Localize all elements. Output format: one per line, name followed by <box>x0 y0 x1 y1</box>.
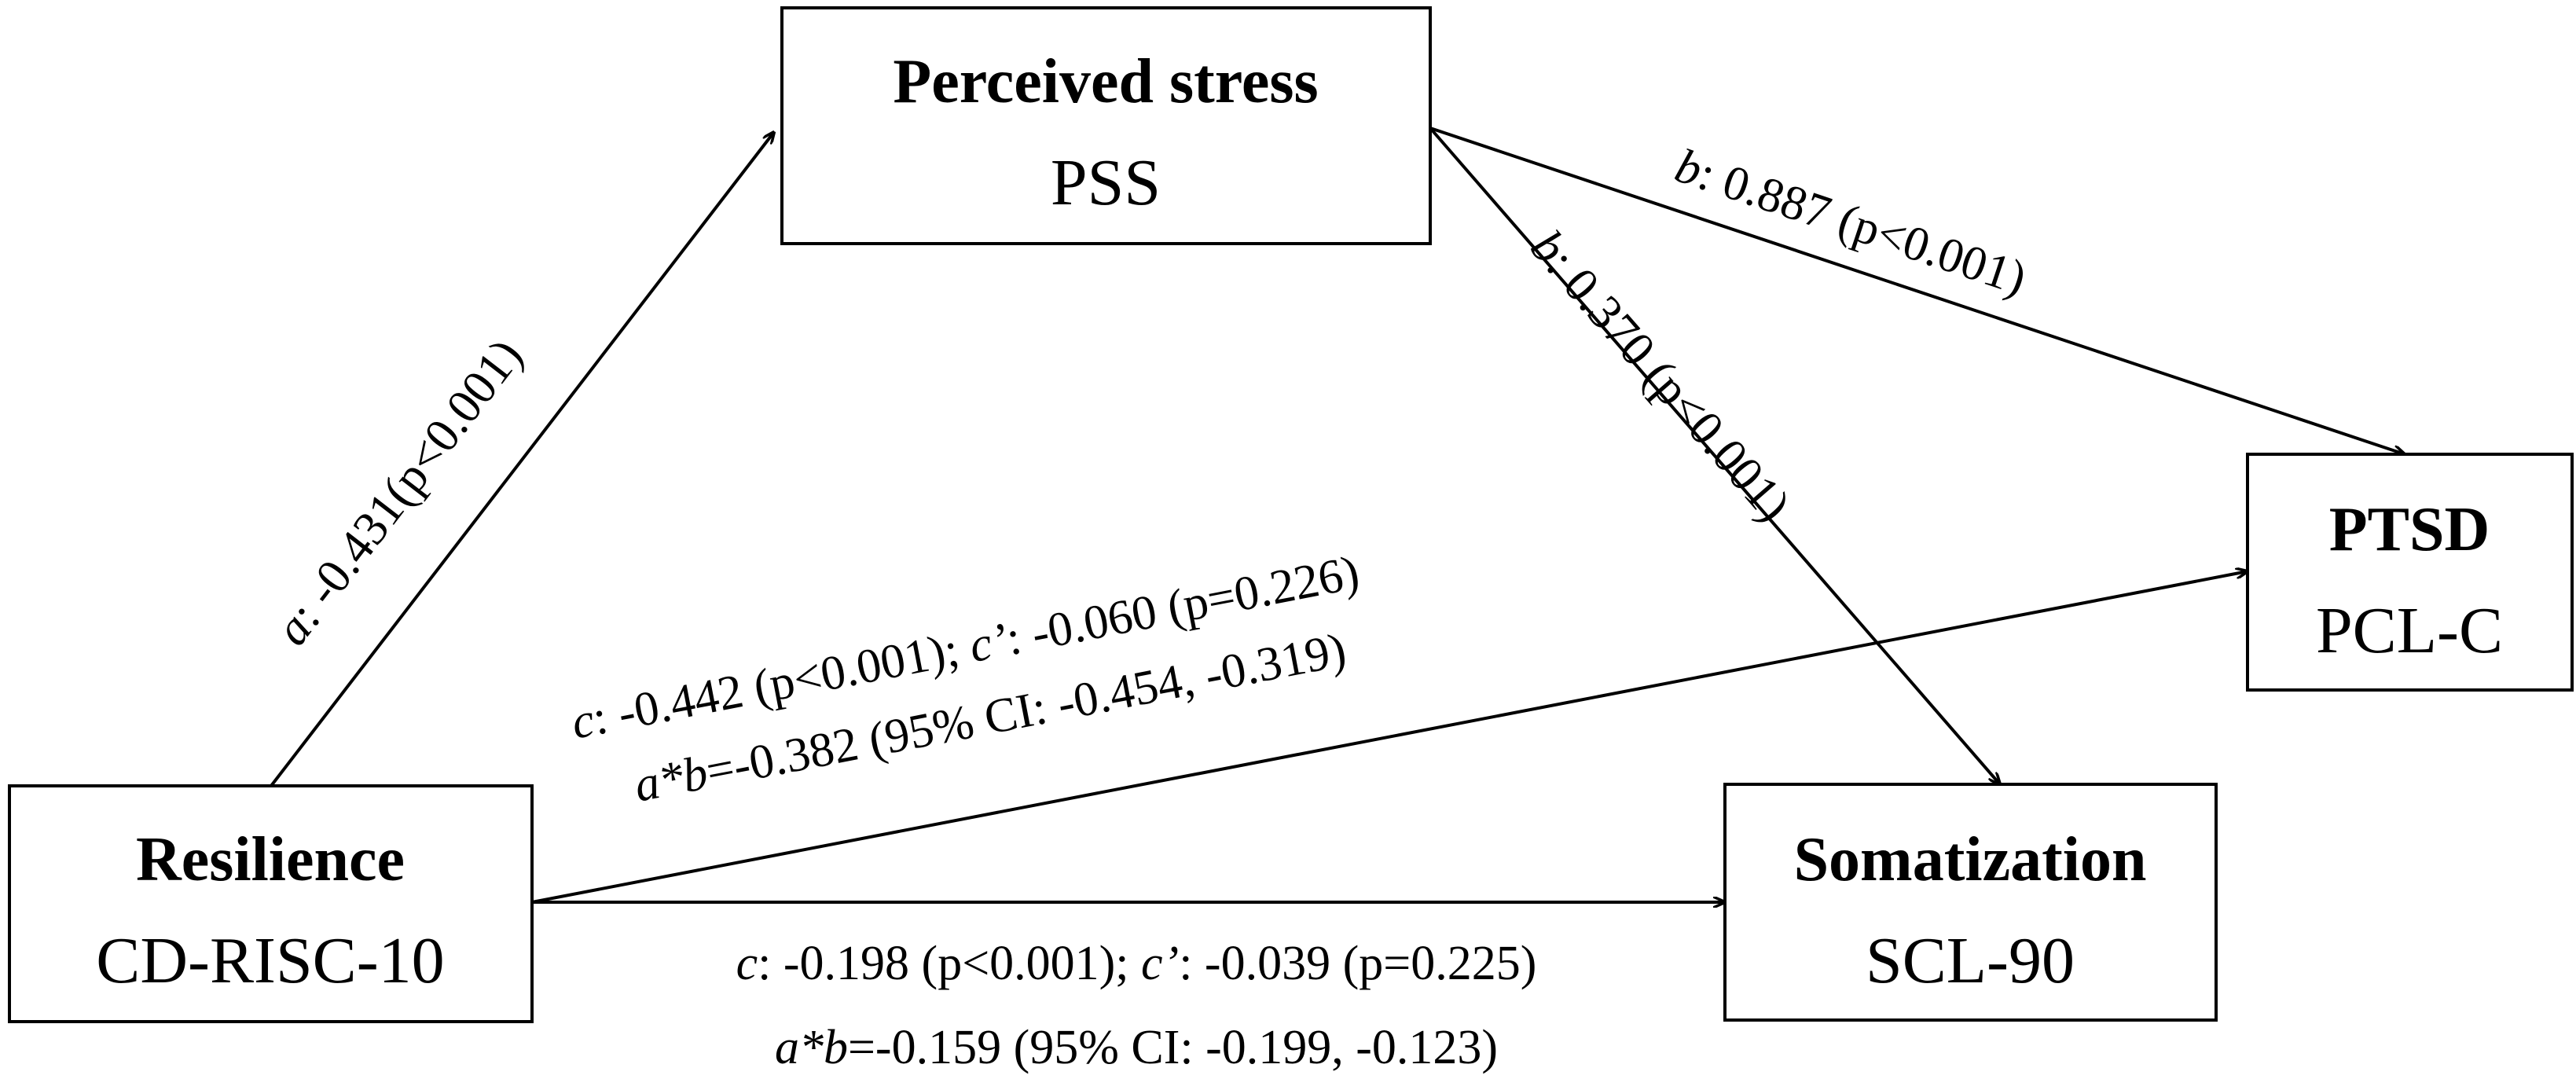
label-path-b-ptsd-text: : 0.887 (p<0.001) <box>1692 147 2033 306</box>
label-path-b-som-text: : 0.370 (p<0.001) <box>1536 239 1800 532</box>
node-ptsd-subtitle: PCL-C <box>2316 594 2503 667</box>
node-perceived-stress-title: Perceived stress <box>893 47 1318 116</box>
label-som-cprime-symbol: c’ <box>1141 937 1179 990</box>
node-ptsd-title: PTSD <box>2329 495 2490 564</box>
label-som-ab-text: =-0.159 (95% CI: -0.199, -0.123) <box>848 1021 1498 1074</box>
label-som-c-text: : -0.198 (p<0.001); <box>758 937 1141 990</box>
node-resilience-title: Resilience <box>136 825 405 894</box>
label-path-b-ptsd: b: 0.887 (p<0.001) <box>1669 139 2033 306</box>
label-som-cprime-text: : -0.039 (p=0.225) <box>1179 937 1536 990</box>
node-somatization-subtitle: SCL-90 <box>1866 924 2075 997</box>
label-somatization-indirect: a*b=-0.159 (95% CI: -0.199, -0.123) <box>775 1021 1498 1074</box>
node-perceived-stress-subtitle: PSS <box>1051 146 1161 219</box>
node-somatization: Somatization SCL-90 <box>1723 783 2218 1022</box>
label-ptsd-ab-symbol: a*b <box>630 746 712 812</box>
label-som-c-symbol: c <box>736 937 758 990</box>
arrow-resilience-to-stress <box>270 132 774 787</box>
node-somatization-title: Somatization <box>1794 825 2147 894</box>
node-perceived-stress: Perceived stress PSS <box>780 6 1432 245</box>
node-resilience-subtitle: CD-RISC-10 <box>96 924 444 997</box>
arrow-resilience-to-ptsd <box>531 571 2248 904</box>
label-path-a-text: : -0.431(p<0.001) <box>280 329 533 636</box>
node-ptsd: PTSD PCL-C <box>2246 453 2574 692</box>
label-som-ab-symbol: a*b <box>775 1021 848 1074</box>
arrow-stress-to-ptsd <box>1429 127 2405 454</box>
label-somatization-total-direct: c: -0.198 (p<0.001); c’: -0.039 (p=0.225… <box>736 937 1537 990</box>
label-path-a: a: -0.431(p<0.001) <box>265 329 533 655</box>
label-path-b-somatization: b: 0.370 (p<0.001) <box>1520 221 1800 532</box>
arrow-stress-to-somatization <box>1429 127 2000 784</box>
node-resilience: Resilience CD-RISC-10 <box>8 784 534 1023</box>
